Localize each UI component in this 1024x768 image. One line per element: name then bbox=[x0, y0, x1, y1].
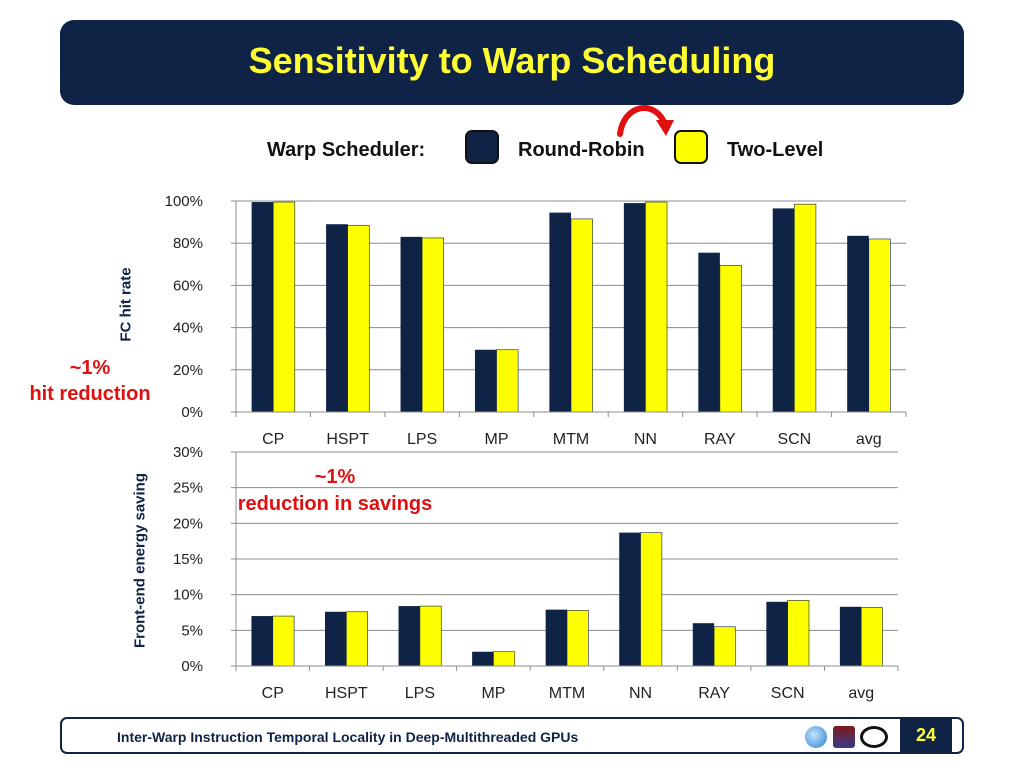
x-tick-label: CP bbox=[262, 431, 284, 448]
x-tick-label: MTM bbox=[549, 685, 585, 702]
bar-round-robin-hspt bbox=[325, 611, 347, 666]
bar-two-level-scn bbox=[794, 203, 817, 413]
bar-two-level-mtm bbox=[566, 610, 589, 667]
bar-round-robin-ray bbox=[698, 252, 720, 412]
x-tick-label: NN bbox=[634, 431, 657, 448]
x-tick-label: RAY bbox=[704, 431, 736, 448]
y-tick-label: 0% bbox=[181, 404, 203, 421]
x-tick-label: SCN bbox=[777, 431, 811, 448]
x-tick-label: MP bbox=[485, 431, 509, 448]
bar-two-level-nn bbox=[640, 532, 663, 667]
legend-swatch-two-level bbox=[674, 130, 708, 164]
x-tick-label: RAY bbox=[698, 685, 730, 702]
x-tick-label: HSPT bbox=[325, 685, 368, 702]
bar-round-robin-cp bbox=[251, 202, 274, 412]
x-tick-label: avg bbox=[848, 685, 874, 702]
bar-round-robin-ray bbox=[692, 623, 715, 666]
bar-two-level-mp bbox=[496, 349, 519, 413]
y-tick-label: 15% bbox=[173, 551, 203, 568]
x-tick-label: SCN bbox=[771, 685, 805, 702]
x-tick-label: CP bbox=[262, 685, 284, 702]
footer-text: Inter-Warp Instruction Temporal Locality… bbox=[117, 729, 579, 745]
page-title: Sensitivity to Warp Scheduling bbox=[248, 39, 776, 81]
bar-round-robin-scn bbox=[766, 601, 788, 666]
annotation-hit-line2: hit reduction bbox=[29, 383, 151, 405]
bar-round-robin-nn bbox=[619, 532, 641, 666]
x-tick-label: LPS bbox=[405, 685, 435, 702]
bar-round-robin-scn bbox=[772, 208, 795, 412]
university-logo-icon bbox=[805, 726, 827, 748]
annotation-savings-line1: ~1% bbox=[314, 466, 356, 488]
y-tick-label: 25% bbox=[173, 480, 203, 497]
bar-two-level-ray bbox=[719, 265, 742, 413]
y-tick-label: 20% bbox=[173, 515, 203, 532]
y-axis-label-energy-saving: Front-end energy saving bbox=[131, 472, 149, 649]
annotation-savings-reduction: ~1% reduction in savings bbox=[228, 466, 442, 516]
y-tick-label: 80% bbox=[173, 235, 203, 252]
bar-two-level-hspt bbox=[347, 224, 370, 413]
annotation-savings-line2: reduction in savings bbox=[237, 493, 433, 515]
footer-bar: Inter-Warp Instruction Temporal Locality… bbox=[60, 717, 964, 754]
bar-round-robin-lps bbox=[398, 606, 420, 666]
bar-two-level-lps bbox=[419, 605, 442, 667]
bar-two-level-scn bbox=[787, 600, 810, 667]
bar-two-level-avg bbox=[868, 238, 891, 413]
bar-round-robin-mtm bbox=[549, 212, 571, 412]
bar-round-robin-mp bbox=[472, 651, 494, 666]
bar-two-level-mp bbox=[493, 651, 516, 667]
bar-two-level-hspt bbox=[346, 611, 368, 667]
legend-title: Warp Scheduler: bbox=[267, 139, 426, 161]
y-axis-label-hit-rate: FC hit rate bbox=[117, 267, 135, 342]
bar-two-level-ray bbox=[713, 626, 736, 667]
bar-two-level-nn bbox=[645, 201, 668, 413]
crest-logo-icon bbox=[833, 726, 855, 748]
bar-round-robin-cp bbox=[251, 616, 273, 666]
bar-round-robin-mp bbox=[474, 349, 497, 412]
page-number: 24 bbox=[900, 717, 952, 754]
y-tick-label: 20% bbox=[173, 362, 203, 379]
y-tick-label: 30% bbox=[173, 444, 203, 461]
y-tick-label: 100% bbox=[165, 193, 203, 210]
switch-arrow-icon bbox=[617, 105, 674, 137]
bar-two-level-mtm bbox=[570, 218, 593, 413]
annotation-hit-line1: ~1% bbox=[69, 357, 111, 379]
bar-round-robin-avg bbox=[839, 606, 862, 666]
x-tick-label: avg bbox=[856, 431, 882, 448]
annotation-hit-reduction: ~1% hit reduction bbox=[20, 357, 160, 406]
lab-logo-icon bbox=[860, 726, 888, 748]
x-tick-label: NN bbox=[629, 685, 652, 702]
legend-swatch-round-robin bbox=[465, 130, 499, 164]
bar-two-level-cp bbox=[272, 615, 295, 667]
bar-two-level-avg bbox=[860, 607, 883, 667]
x-tick-label: HSPT bbox=[326, 431, 369, 448]
legend-label-two-level: Two-Level bbox=[727, 139, 824, 161]
bar-round-robin-nn bbox=[623, 203, 646, 412]
x-tick-label: LPS bbox=[407, 431, 437, 448]
y-tick-label: 0% bbox=[181, 658, 203, 675]
title-bar: Sensitivity to Warp Scheduling bbox=[60, 20, 964, 105]
bar-round-robin-hspt bbox=[326, 224, 348, 412]
y-tick-label: 60% bbox=[173, 277, 203, 294]
bar-round-robin-mtm bbox=[545, 609, 567, 666]
y-tick-label: 40% bbox=[173, 320, 203, 337]
bar-two-level-lps bbox=[421, 237, 445, 413]
x-tick-label: MP bbox=[481, 685, 505, 702]
y-tick-label: 10% bbox=[173, 587, 203, 604]
bar-round-robin-avg bbox=[847, 235, 869, 412]
bar-round-robin-lps bbox=[400, 236, 423, 412]
legend-label-round-robin: Round-Robin bbox=[518, 139, 645, 161]
x-tick-label: MTM bbox=[553, 431, 589, 448]
bar-two-level-cp bbox=[272, 201, 296, 413]
y-tick-label: 5% bbox=[181, 622, 203, 639]
